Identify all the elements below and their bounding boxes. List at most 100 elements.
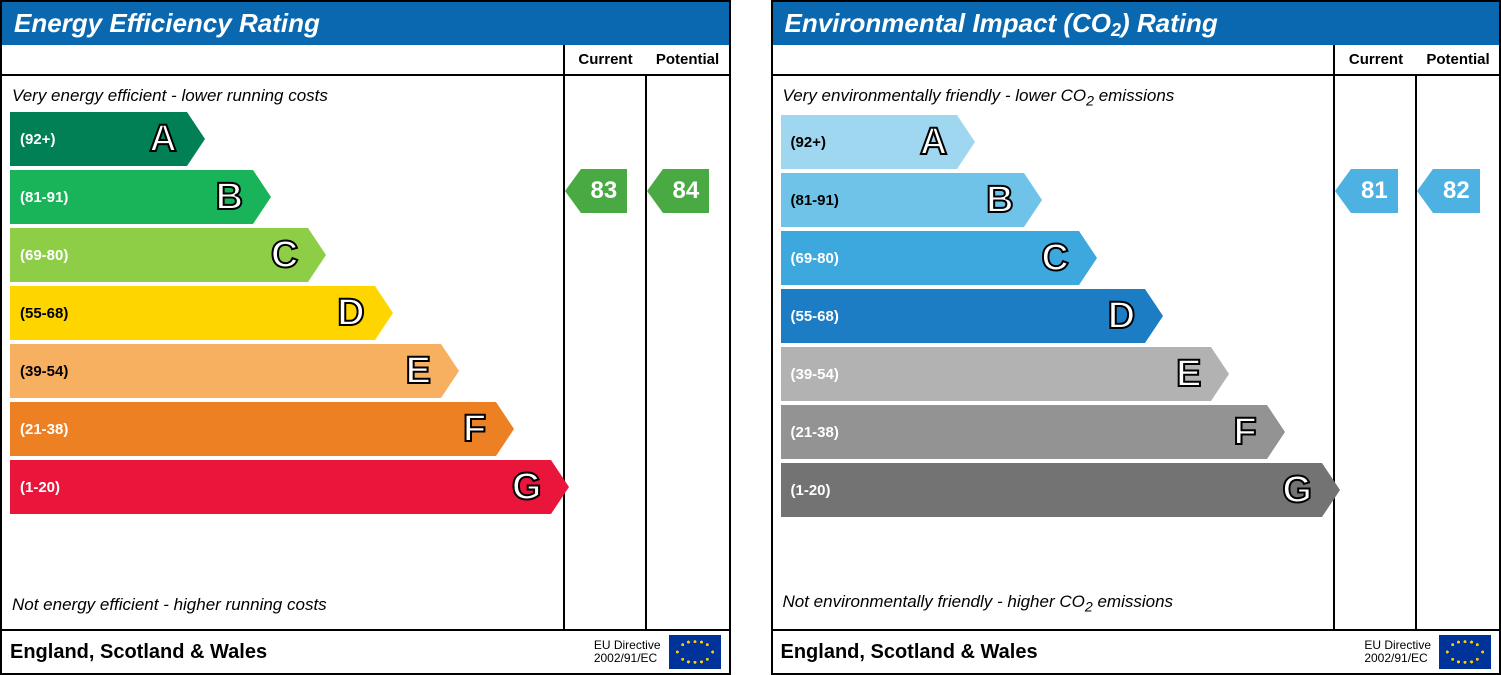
band-B: (81-91) B [10, 170, 563, 224]
pointer-arrow-icon [1335, 169, 1351, 213]
potential-column: 84 [647, 76, 729, 629]
band-range: (55-68) [20, 305, 68, 322]
band-letter: F [1233, 411, 1256, 454]
band-arrow-icon [375, 286, 393, 340]
band-bar: (81-91) B [781, 173, 1024, 227]
band-letter: G [512, 466, 542, 509]
potential-column: 82 [1417, 76, 1499, 629]
band-bar: (92+) A [781, 115, 958, 169]
environmental-impact-chart: Environmental Impact (CO2) RatingCurrent… [771, 0, 1501, 675]
eu-flag-icon [1439, 635, 1491, 669]
band-bar: (1-20) G [781, 463, 1322, 517]
current-pointer: 83 [565, 169, 628, 213]
band-E: (39-54) E [781, 347, 1334, 401]
bands-wrap: (92+) A (81-91) B (69-80) C (55-68) D (39-54) E (2… [10, 112, 563, 593]
band-bar: (21-38) F [10, 402, 496, 456]
band-letter: C [271, 234, 298, 277]
band-bar: (92+) A [10, 112, 187, 166]
band-D: (55-68) D [781, 289, 1334, 343]
band-arrow-icon [1145, 289, 1163, 343]
band-range: (1-20) [791, 482, 831, 499]
chart-footer: England, Scotland & WalesEU Directive200… [773, 629, 1500, 673]
band-bar: (39-54) E [781, 347, 1212, 401]
band-letter: C [1041, 237, 1068, 280]
band-range: (81-91) [791, 192, 839, 209]
band-range: (39-54) [791, 366, 839, 383]
desc-top: Very environmentally friendly - lower CO… [781, 84, 1334, 115]
band-letter: D [1108, 295, 1135, 338]
band-letter: D [337, 292, 364, 335]
band-letter: B [216, 176, 243, 219]
band-bar: (21-38) F [781, 405, 1267, 459]
current-column: 81 [1335, 76, 1417, 629]
band-G: (1-20) G [10, 460, 563, 514]
pointer-arrow-icon [647, 169, 663, 213]
band-C: (69-80) C [10, 228, 563, 282]
band-letter: E [406, 350, 431, 393]
chart-title: Energy Efficiency Rating [2, 2, 729, 45]
band-F: (21-38) F [10, 402, 563, 456]
band-bar: (1-20) G [10, 460, 551, 514]
chart-title: Environmental Impact (CO2) Rating [773, 2, 1500, 45]
band-range: (21-38) [791, 424, 839, 441]
pointer-arrow-icon [565, 169, 581, 213]
header-current: Current [565, 45, 647, 74]
region-label: England, Scotland & Wales [10, 641, 594, 664]
band-G: (1-20) G [781, 463, 1334, 517]
header-potential: Potential [1417, 45, 1499, 74]
band-A: (92+) A [10, 112, 563, 166]
directive-label: EU Directive2002/91/EC [1364, 639, 1431, 665]
band-bar: (69-80) C [781, 231, 1079, 285]
region-label: England, Scotland & Wales [781, 641, 1365, 664]
band-F: (21-38) F [781, 405, 1334, 459]
chart-body: Very environmentally friendly - lower CO… [773, 76, 1500, 629]
band-arrow-icon [1211, 347, 1229, 401]
band-range: (92+) [791, 134, 826, 151]
band-B: (81-91) B [781, 173, 1334, 227]
band-arrow-icon [1079, 231, 1097, 285]
band-bar: (69-80) C [10, 228, 308, 282]
band-C: (69-80) C [781, 231, 1334, 285]
band-arrow-icon [1267, 405, 1285, 459]
band-range: (55-68) [791, 308, 839, 325]
pointer-arrow-icon [1417, 169, 1433, 213]
band-range: (39-54) [20, 363, 68, 380]
band-D: (55-68) D [10, 286, 563, 340]
band-letter: A [149, 118, 176, 161]
band-arrow-icon [957, 115, 975, 169]
bands-column: Very energy efficient - lower running co… [2, 76, 565, 629]
header-row: CurrentPotential [2, 45, 729, 76]
pointer-value: 83 [581, 169, 628, 213]
band-range: (69-80) [791, 250, 839, 267]
band-letter: G [1282, 469, 1312, 512]
band-arrow-icon [308, 228, 326, 282]
band-bar: (81-91) B [10, 170, 253, 224]
pointer-value: 81 [1351, 169, 1398, 213]
band-letter: B [986, 179, 1013, 222]
band-letter: A [920, 121, 947, 164]
chart-footer: England, Scotland & WalesEU Directive200… [2, 629, 729, 673]
band-range: (92+) [20, 131, 55, 148]
band-arrow-icon [253, 170, 271, 224]
band-A: (92+) A [781, 115, 1334, 169]
current-pointer: 81 [1335, 169, 1398, 213]
header-potential: Potential [647, 45, 729, 74]
band-range: (1-20) [20, 479, 60, 496]
pointer-value: 82 [1433, 169, 1480, 213]
potential-pointer: 84 [647, 169, 710, 213]
band-letter: F [463, 408, 486, 451]
bands-wrap: (92+) A (81-91) B (69-80) C (55-68) D (39-54) E (2… [781, 115, 1334, 589]
eu-flag-icon [669, 635, 721, 669]
chart-body: Very energy efficient - lower running co… [2, 76, 729, 629]
energy-efficiency-chart: Energy Efficiency RatingCurrentPotential… [0, 0, 731, 675]
band-range: (21-38) [20, 421, 68, 438]
band-letter: E [1176, 353, 1201, 396]
desc-top: Very energy efficient - lower running co… [10, 84, 563, 112]
band-E: (39-54) E [10, 344, 563, 398]
bands-column: Very environmentally friendly - lower CO… [773, 76, 1336, 629]
band-range: (69-80) [20, 247, 68, 264]
band-range: (81-91) [20, 189, 68, 206]
band-arrow-icon [1024, 173, 1042, 227]
band-arrow-icon [441, 344, 459, 398]
band-bar: (55-68) D [10, 286, 375, 340]
